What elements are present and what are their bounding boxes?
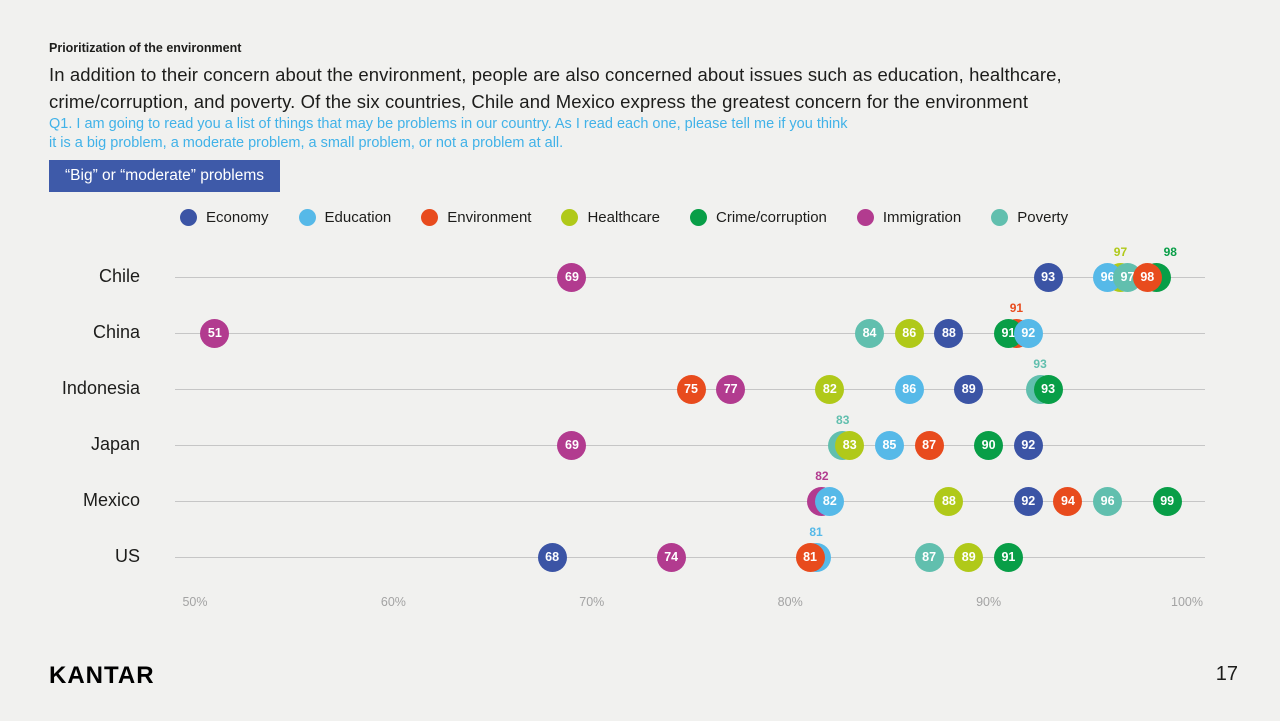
country-label-us: US	[114, 546, 140, 566]
country-label-japan: Japan	[90, 434, 140, 454]
legend-dot-environment	[421, 209, 439, 226]
overlap-value-label-china-environment: 91	[1009, 301, 1024, 315]
row-gridline	[175, 500, 1205, 502]
data-point-indonesia-economy: 89	[954, 374, 984, 404]
data-point-japan-environment: 87	[914, 430, 944, 460]
legend-item-environment: Environment	[421, 209, 531, 226]
legend-label: Poverty	[1017, 209, 1069, 226]
data-point-japan-healthcare: 83	[835, 430, 865, 460]
axis-tick-label: 100%	[1171, 595, 1203, 609]
kantar-logo: KANTAR	[49, 662, 155, 689]
data-point-indonesia-healthcare: 82	[815, 374, 845, 404]
legend-item-economy: Economy	[180, 209, 269, 226]
country-label-indonesia: Indonesia	[61, 378, 140, 398]
data-point-chile-immigration: 69	[557, 262, 587, 292]
data-point-chile-environment: 98	[1132, 262, 1162, 292]
overlap-value-label-us-education: 81	[809, 525, 823, 539]
legend-dot-crime-corruption	[690, 209, 708, 226]
data-point-indonesia-environment: 75	[676, 374, 706, 404]
legend-dot-poverty	[991, 209, 1009, 226]
overlap-value-label-japan-poverty: 83	[836, 413, 850, 427]
legend-item-poverty: Poverty	[991, 209, 1068, 226]
data-point-us-poverty: 87	[914, 542, 944, 572]
data-point-china-economy: 88	[934, 318, 964, 348]
legend-dot-economy	[180, 209, 197, 226]
country-label-chile: Chile	[98, 266, 140, 286]
data-point-japan-immigration: 69	[557, 430, 587, 460]
row-gridline	[175, 444, 1205, 446]
country-label-mexico: Mexico	[82, 490, 140, 510]
data-point-mexico-education: 82	[815, 486, 845, 516]
overlap-value-label-mexico-immigration: 82	[815, 469, 829, 483]
slide-kicker: Prioritization of the environment	[49, 41, 242, 55]
data-point-mexico-environment: 94	[1053, 486, 1083, 516]
axis-tick-label: 60%	[380, 595, 406, 609]
row-gridline	[175, 276, 1205, 278]
axis-tick-label: 90%	[976, 595, 1002, 609]
legend-dot-immigration	[856, 209, 874, 226]
legend-label: Environment	[447, 209, 532, 226]
data-point-japan-education: 85	[874, 430, 904, 460]
axis-tick-label: 70%	[579, 595, 605, 609]
data-point-us-economy: 68	[537, 542, 567, 572]
overlap-value-label-chile-crime-corruption: 98	[1163, 245, 1177, 259]
data-point-mexico-healthcare: 88	[934, 486, 964, 516]
legend-label: Immigration	[882, 209, 962, 226]
data-point-mexico-poverty: 96	[1093, 486, 1123, 516]
legend-item-education: Education	[298, 209, 392, 226]
data-point-us-crime-corruption: 91	[993, 542, 1023, 572]
data-point-mexico-economy: 92	[1013, 486, 1043, 516]
data-point-japan-economy: 92	[1013, 430, 1043, 460]
country-label-china: China	[92, 322, 140, 342]
legend-item-crime-corruption: Crime/corruption	[690, 209, 827, 226]
data-point-china-immigration: 51	[200, 318, 230, 348]
filter-badge: “Big” or “moderate” problems	[49, 160, 280, 192]
legend-label: Crime/corruption	[716, 209, 827, 226]
data-point-mexico-crime-corruption: 99	[1152, 486, 1182, 516]
data-point-us-immigration: 74	[656, 542, 686, 572]
data-point-indonesia-immigration: 77	[716, 374, 746, 404]
legend-item-healthcare: Healthcare	[561, 209, 660, 226]
overlap-value-label-chile-healthcare: 97	[1113, 245, 1128, 259]
legend-dot-healthcare	[561, 209, 579, 226]
data-point-japan-crime-corruption: 90	[974, 430, 1004, 460]
slide-headline: In addition to their concern about the e…	[49, 64, 1062, 112]
data-point-china-healthcare: 86	[894, 318, 924, 348]
row-gridline	[175, 556, 1205, 558]
survey-question: Q1. I am going to read you a list of thi…	[49, 116, 848, 151]
legend-label: Education	[324, 209, 392, 226]
data-point-china-education: 92	[1013, 318, 1043, 348]
data-point-chile-economy: 93	[1033, 262, 1063, 292]
legend-dot-education	[298, 209, 316, 226]
row-gridline	[175, 332, 1205, 334]
data-point-indonesia-education: 86	[894, 374, 924, 404]
axis-tick-label: 80%	[777, 595, 803, 609]
data-point-indonesia-crime-corruption: 93	[1033, 374, 1063, 404]
overlap-value-label-indonesia-poverty: 93	[1033, 357, 1047, 371]
data-point-china-poverty: 84	[855, 318, 885, 348]
chart-legend: Economy Education Environment Healthcare Cri…	[180, 209, 1068, 226]
legend-label: Healthcare	[587, 209, 661, 226]
axis-tick-label: 50%	[182, 595, 208, 609]
page-number: 17	[1215, 663, 1238, 685]
data-point-us-environment: 81	[795, 542, 825, 572]
legend-item-immigration: Immigration	[856, 209, 962, 226]
data-point-us-healthcare: 89	[954, 542, 984, 572]
legend-label: Economy	[206, 209, 269, 226]
